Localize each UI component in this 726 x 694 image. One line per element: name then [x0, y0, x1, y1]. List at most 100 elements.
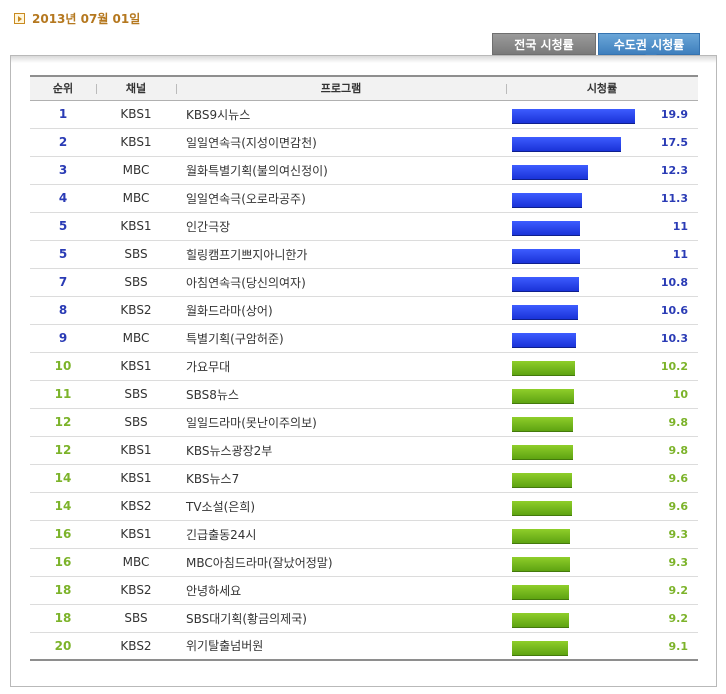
rating-cell: 10.6: [506, 296, 698, 325]
channel-cell: KBS2: [96, 632, 176, 661]
rating-value: 10.6: [660, 303, 688, 317]
rating-cell: 9.6: [506, 492, 698, 521]
program-cell: 힐링캠프기쁘지아니한가: [176, 240, 506, 269]
tab-nationwide-rating[interactable]: 전국 시청률: [492, 33, 596, 55]
rating-cell: 17.5: [506, 128, 698, 157]
rank-cell: 5: [30, 240, 96, 269]
rating-value: 11.3: [660, 191, 688, 205]
rank-cell: 1: [30, 100, 96, 129]
rating-value: 11: [672, 247, 688, 261]
rating-cell: 9.8: [506, 436, 698, 465]
rank-cell: 7: [30, 268, 96, 297]
channel-cell: SBS: [96, 240, 176, 269]
rating-bar: [512, 556, 570, 572]
rating-value: 10: [672, 387, 688, 401]
column-header-rating: 시청률: [506, 75, 698, 101]
rank-cell: 18: [30, 604, 96, 633]
column-header-channel: 채널: [96, 75, 176, 101]
rating-cell: 10.2: [506, 352, 698, 381]
program-cell: SBS대기획(황금의제국): [176, 604, 506, 633]
channel-cell: KBS1: [96, 212, 176, 241]
program-cell: 가요무대: [176, 352, 506, 381]
channel-cell: MBC: [96, 548, 176, 577]
table-row: 20 KBS2 위기탈출넘버원 9.1: [30, 632, 698, 661]
rank-cell: 5: [30, 212, 96, 241]
rating-cell: 9.2: [506, 576, 698, 605]
rating-bar: [512, 136, 621, 152]
rating-bar: [512, 276, 579, 292]
rating-value: 11: [672, 219, 688, 233]
program-cell: 위기탈출넘버원: [176, 632, 506, 661]
rating-cell: 9.3: [506, 548, 698, 577]
rating-bar: [512, 528, 570, 544]
rating-bar: [512, 248, 580, 264]
rating-bar: [512, 360, 575, 376]
rating-cell: 9.2: [506, 604, 698, 633]
table-row: 12 KBS1 KBS뉴스광장2부 9.8: [30, 436, 698, 465]
date-label: 2013년 07월 01일: [32, 11, 141, 26]
channel-cell: KBS1: [96, 128, 176, 157]
program-cell: MBC아침드라마(잘났어정말): [176, 548, 506, 577]
ratings-panel: 순위 채널 프로그램 시청률 1 KBS1 KBS9시뉴스 19.9 2 KBS1 일일연속…: [10, 55, 717, 687]
rating-value: 9.8: [668, 415, 689, 429]
channel-cell: SBS: [96, 604, 176, 633]
rating-value: 9.3: [668, 555, 689, 569]
rating-bar: [512, 164, 588, 180]
rating-cell: 12.3: [506, 156, 698, 185]
channel-cell: KBS2: [96, 492, 176, 521]
rating-bar: [512, 332, 576, 348]
rating-cell: 11: [506, 212, 698, 241]
table-row: 9 MBC 특별기획(구암허준) 10.3: [30, 324, 698, 353]
table-row: 14 KBS2 TV소설(은희) 9.6: [30, 492, 698, 521]
ratings-table: 순위 채널 프로그램 시청률 1 KBS1 KBS9시뉴스 19.9 2 KBS1 일일연속…: [30, 75, 698, 661]
rating-value: 10.8: [660, 275, 688, 289]
rating-value: 9.6: [668, 471, 689, 485]
program-cell: TV소설(은희): [176, 492, 506, 521]
channel-cell: MBC: [96, 184, 176, 213]
program-cell: 월화드라마(상어): [176, 296, 506, 325]
page-header: 2013년 07월 01일: [14, 10, 140, 26]
program-cell: 월화특별기획(불의여신정이): [176, 156, 506, 185]
tab-bar: 전국 시청률 수도권 시청률: [492, 33, 700, 60]
rating-value: 9.8: [668, 443, 689, 457]
rating-bar: [512, 612, 569, 628]
rank-cell: 14: [30, 464, 96, 493]
rank-cell: 9: [30, 324, 96, 353]
table-row: 8 KBS2 월화드라마(상어) 10.6: [30, 296, 698, 325]
program-cell: 아침연속극(당신의여자): [176, 268, 506, 297]
channel-cell: KBS1: [96, 352, 176, 381]
rating-cell: 11: [506, 240, 698, 269]
rating-value: 10.2: [660, 359, 688, 373]
rank-cell: 8: [30, 296, 96, 325]
rank-cell: 12: [30, 436, 96, 465]
table-row: 18 SBS SBS대기획(황금의제국) 9.2: [30, 604, 698, 633]
table-row: 2 KBS1 일일연속극(지성이면감천) 17.5: [30, 128, 698, 157]
rating-value: 17.5: [660, 135, 688, 149]
program-cell: 일일연속극(오로라공주): [176, 184, 506, 213]
rank-cell: 11: [30, 380, 96, 409]
channel-cell: KBS1: [96, 436, 176, 465]
rating-value: 19.9: [660, 107, 688, 121]
rating-bar: [512, 444, 573, 460]
channel-cell: SBS: [96, 268, 176, 297]
table-row: 4 MBC 일일연속극(오로라공주) 11.3: [30, 184, 698, 213]
tab-capital-area-rating[interactable]: 수도권 시청률: [598, 33, 700, 60]
channel-cell: KBS2: [96, 576, 176, 605]
rating-bar: [512, 108, 635, 124]
channel-cell: KBS2: [96, 296, 176, 325]
rating-cell: 9.8: [506, 408, 698, 437]
program-cell: SBS8뉴스: [176, 380, 506, 409]
program-cell: KBS뉴스7: [176, 464, 506, 493]
program-cell: 일일드라마(못난이주의보): [176, 408, 506, 437]
program-cell: KBS뉴스광장2부: [176, 436, 506, 465]
program-cell: 인간극장: [176, 212, 506, 241]
channel-cell: MBC: [96, 156, 176, 185]
channel-cell: SBS: [96, 408, 176, 437]
column-header-program: 프로그램: [176, 75, 506, 101]
rating-bar: [512, 584, 569, 600]
table-row: 3 MBC 월화특별기획(불의여신정이) 12.3: [30, 156, 698, 185]
rank-cell: 16: [30, 548, 96, 577]
rating-bar: [512, 304, 578, 320]
table-row: 1 KBS1 KBS9시뉴스 19.9: [30, 100, 698, 129]
rank-cell: 10: [30, 352, 96, 381]
